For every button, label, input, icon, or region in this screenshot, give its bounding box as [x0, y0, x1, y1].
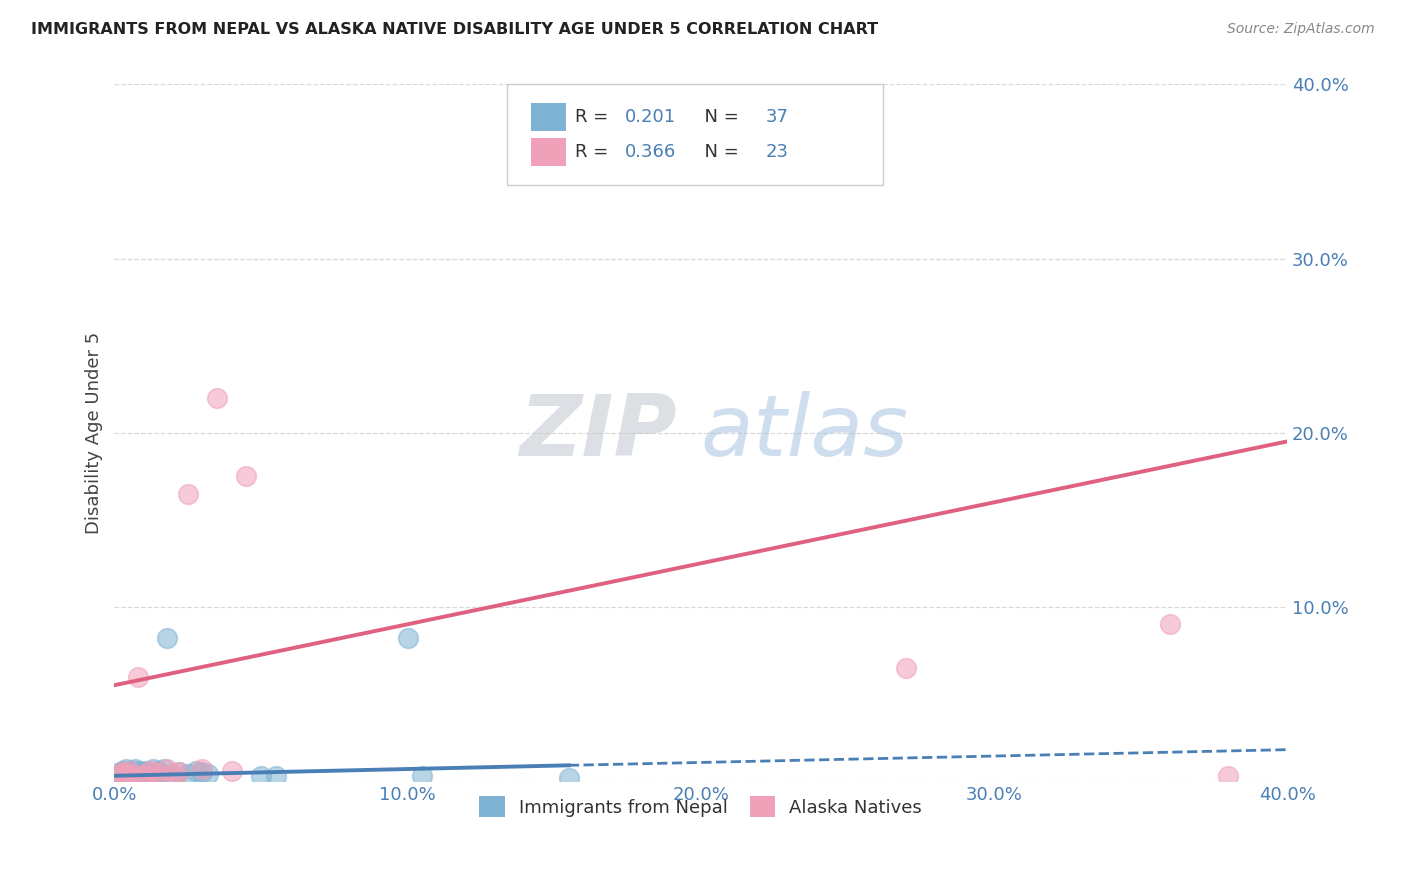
Y-axis label: Disability Age Under 5: Disability Age Under 5	[86, 332, 103, 533]
Point	[138, 764, 160, 778]
Point	[145, 765, 167, 780]
Point	[148, 764, 170, 778]
Point	[105, 771, 128, 785]
FancyBboxPatch shape	[530, 138, 565, 166]
Point	[129, 769, 152, 783]
Text: N =: N =	[693, 108, 744, 126]
Point	[167, 765, 190, 780]
Point	[235, 469, 257, 483]
Legend: Immigrants from Nepal, Alaska Natives: Immigrants from Nepal, Alaska Natives	[472, 789, 929, 824]
Point	[177, 767, 200, 781]
Point	[264, 769, 287, 783]
Point	[118, 769, 141, 783]
Point	[250, 769, 273, 783]
Point	[110, 765, 132, 780]
Point	[112, 765, 135, 780]
Point	[162, 767, 184, 781]
Point	[132, 764, 155, 778]
Point	[150, 767, 173, 781]
Point	[115, 769, 138, 783]
Point	[121, 767, 143, 781]
Point	[221, 764, 243, 778]
Text: 23: 23	[765, 143, 789, 161]
Point	[129, 765, 152, 780]
Point	[127, 764, 149, 778]
Text: IMMIGRANTS FROM NEPAL VS ALASKA NATIVE DISABILITY AGE UNDER 5 CORRELATION CHART: IMMIGRANTS FROM NEPAL VS ALASKA NATIVE D…	[31, 22, 879, 37]
Text: 0.201: 0.201	[624, 108, 676, 126]
Point	[127, 767, 149, 781]
Point	[112, 764, 135, 778]
Point	[121, 764, 143, 778]
Point	[197, 767, 219, 781]
Point	[1218, 769, 1240, 783]
Text: atlas: atlas	[700, 392, 908, 475]
Point	[186, 764, 208, 778]
Point	[132, 767, 155, 781]
Point	[145, 769, 167, 783]
Text: R =: R =	[575, 108, 614, 126]
Text: 0.366: 0.366	[624, 143, 676, 161]
Point	[110, 767, 132, 781]
Point	[141, 762, 163, 776]
Point	[153, 762, 176, 776]
Point	[396, 631, 419, 645]
Point	[156, 762, 179, 776]
Point	[115, 767, 138, 781]
Point	[135, 765, 157, 780]
Point	[156, 631, 179, 645]
Point	[411, 769, 433, 783]
Point	[124, 762, 146, 776]
Point	[167, 765, 190, 780]
Point	[894, 661, 917, 675]
Point	[110, 769, 132, 783]
Point	[118, 765, 141, 780]
Point	[162, 769, 184, 783]
Point	[124, 769, 146, 783]
Point	[121, 767, 143, 781]
Point	[558, 771, 581, 785]
FancyBboxPatch shape	[508, 85, 883, 186]
Point	[112, 769, 135, 783]
Point	[132, 769, 155, 783]
Point	[191, 762, 214, 776]
Point	[127, 669, 149, 683]
Point	[118, 764, 141, 778]
Point	[115, 762, 138, 776]
Point	[177, 486, 200, 500]
FancyBboxPatch shape	[530, 103, 565, 131]
Text: R =: R =	[575, 143, 614, 161]
Text: 37: 37	[765, 108, 789, 126]
Point	[1159, 617, 1181, 632]
Text: Source: ZipAtlas.com: Source: ZipAtlas.com	[1227, 22, 1375, 37]
Point	[138, 767, 160, 781]
Point	[205, 391, 228, 405]
Point	[150, 769, 173, 783]
Text: N =: N =	[693, 143, 744, 161]
Text: ZIP: ZIP	[520, 392, 678, 475]
Point	[105, 769, 128, 783]
Point	[191, 765, 214, 780]
